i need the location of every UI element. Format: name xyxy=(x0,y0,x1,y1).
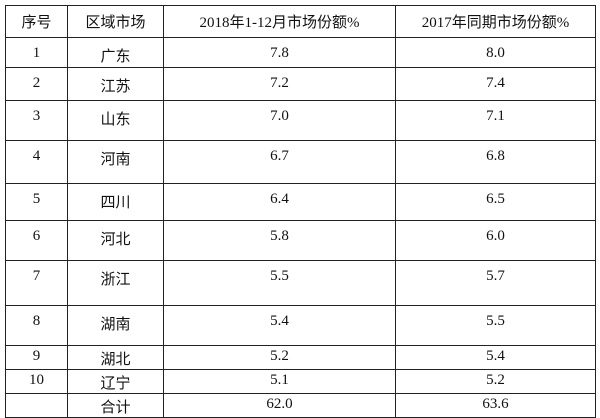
table-cell: 四川 xyxy=(67,183,164,221)
header-cell: 2017年同期市场份额% xyxy=(395,5,596,38)
table-cell: 7.1 xyxy=(395,100,596,141)
table-row: 2 江苏 7.2 7.4 xyxy=(5,67,596,101)
header-row: 序号 区域市场 2018年1-12月市场份额% 2017年同期市场份额% xyxy=(5,5,596,38)
header-cell: 序号 xyxy=(5,5,68,38)
table-row: 3 山东 7.0 7.1 xyxy=(5,100,596,141)
table-cell: 6.7 xyxy=(163,140,396,184)
table-cell xyxy=(5,393,68,418)
table-row: 6 河北 5.8 6.0 xyxy=(5,220,596,261)
table-cell: 8.0 xyxy=(395,37,596,68)
table-cell: 6.8 xyxy=(395,140,596,184)
table-row: 8 湖南 5.4 5.5 xyxy=(5,305,596,346)
table-cell: 3 xyxy=(5,100,68,141)
table-cell: 10 xyxy=(5,369,68,394)
total-value: 63.6 xyxy=(395,393,596,418)
total-value: 62.0 xyxy=(163,393,396,418)
market-share-table: 序号 区域市场 2018年1-12月市场份额% 2017年同期市场份额% 1 广东 7.8… xyxy=(5,5,596,418)
table-cell: 5.2 xyxy=(163,345,396,370)
table-cell: 5.8 xyxy=(163,220,396,261)
table-cell: 河南 xyxy=(67,140,164,184)
table-cell: 广东 xyxy=(67,37,164,68)
table-cell: 1 xyxy=(5,37,68,68)
table-cell: 7.8 xyxy=(163,37,396,68)
table-cell: 5.5 xyxy=(163,260,396,306)
table-cell: 5 xyxy=(5,183,68,221)
table-cell: 9 xyxy=(5,345,68,370)
table-cell: 6 xyxy=(5,220,68,261)
table-cell: 5.4 xyxy=(395,345,596,370)
table-row: 9 湖北 5.2 5.4 xyxy=(5,345,596,370)
table-row: 7 浙江 5.5 5.7 xyxy=(5,260,596,306)
table-cell: 浙江 xyxy=(67,260,164,306)
table-cell: 河北 xyxy=(67,220,164,261)
table-cell: 7 xyxy=(5,260,68,306)
table-cell: 7.0 xyxy=(163,100,396,141)
table-cell: 4 xyxy=(5,140,68,184)
table-row: 10 辽宁 5.1 5.2 xyxy=(5,369,596,394)
table-row: 5 四川 6.4 6.5 xyxy=(5,183,596,221)
table-cell: 5.2 xyxy=(395,369,596,394)
table-cell: 7.2 xyxy=(163,67,396,101)
total-row: 合计 62.0 63.6 xyxy=(5,393,596,418)
table-cell: 6.4 xyxy=(163,183,396,221)
table-cell: 5.7 xyxy=(395,260,596,306)
table-cell: 湖南 xyxy=(67,305,164,346)
table-cell: 8 xyxy=(5,305,68,346)
table-cell: 6.0 xyxy=(395,220,596,261)
table-row: 4 河南 6.7 6.8 xyxy=(5,140,596,184)
table-cell: 5.1 xyxy=(163,369,396,394)
table-cell: 江苏 xyxy=(67,67,164,101)
table-cell: 7.4 xyxy=(395,67,596,101)
total-label: 合计 xyxy=(67,393,164,418)
table-cell: 山东 xyxy=(67,100,164,141)
table-cell: 2 xyxy=(5,67,68,101)
header-cell: 2018年1-12月市场份额% xyxy=(163,5,396,38)
table-cell: 辽宁 xyxy=(67,369,164,394)
header-cell: 区域市场 xyxy=(67,5,164,38)
table-cell: 5.4 xyxy=(163,305,396,346)
table-cell: 6.5 xyxy=(395,183,596,221)
table-cell: 5.5 xyxy=(395,305,596,346)
table-cell: 湖北 xyxy=(67,345,164,370)
table-row: 1 广东 7.8 8.0 xyxy=(5,37,596,68)
